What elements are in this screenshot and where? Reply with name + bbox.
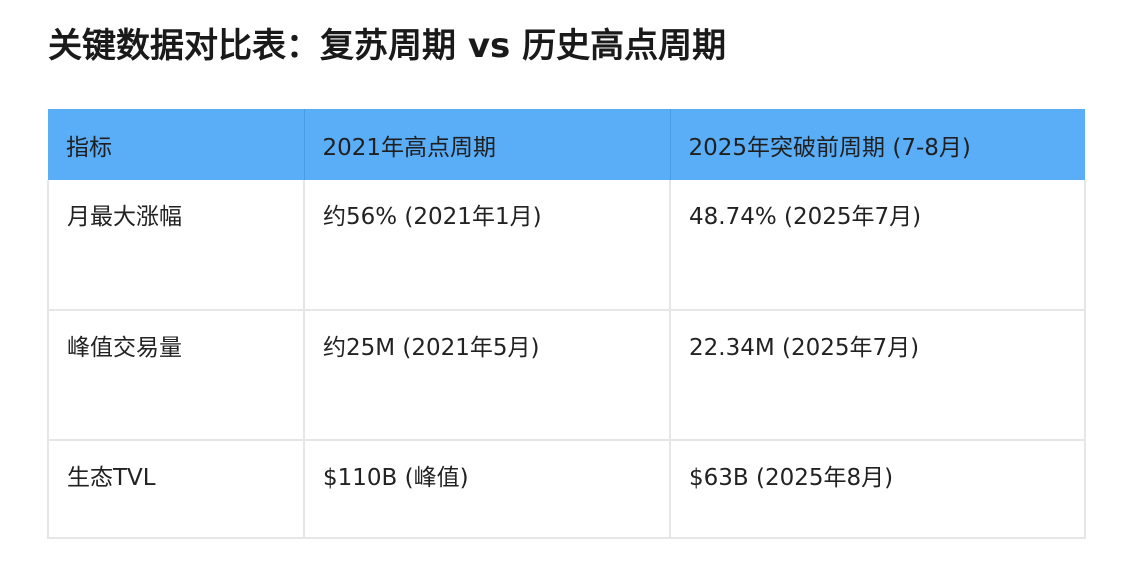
column-header-2025-cycle: 2025年突破前周期 (7-8月)	[670, 109, 1085, 180]
value-2021-cell: 约25M (2021年5月)	[304, 310, 671, 441]
value-2025-cell: 48.74% (2025年7月)	[670, 180, 1086, 311]
metric-cell: 生态TVL	[47, 440, 305, 539]
column-header-metric: 指标	[48, 109, 305, 180]
value-2025-cell: $63B (2025年8月)	[670, 440, 1086, 539]
comparison-table-container: 指标 2021年高点周期 2025年突破前周期 (7-8月) 月最大涨幅 约56…	[47, 109, 1086, 539]
table-row: 月最大涨幅 约56% (2021年1月) 48.74% (2025年7月)	[47, 180, 1086, 311]
table-header-row: 指标 2021年高点周期 2025年突破前周期 (7-8月)	[48, 109, 1085, 180]
value-2021-cell: $110B (峰值)	[304, 440, 671, 539]
table-row: 峰值交易量 约25M (2021年5月) 22.34M (2025年7月)	[47, 310, 1086, 441]
page-title: 关键数据对比表：复苏周期 vs 历史高点周期	[48, 26, 727, 66]
column-header-2021-cycle: 2021年高点周期	[304, 109, 671, 180]
value-2021-cell: 约56% (2021年1月)	[304, 180, 671, 311]
value-2025-cell: 22.34M (2025年7月)	[670, 310, 1086, 441]
metric-cell: 峰值交易量	[47, 310, 305, 441]
table-row: 生态TVL $110B (峰值) $63B (2025年8月)	[47, 440, 1086, 539]
metric-cell: 月最大涨幅	[47, 180, 305, 311]
comparison-table: 指标 2021年高点周期 2025年突破前周期 (7-8月) 月最大涨幅 约56…	[47, 109, 1086, 539]
